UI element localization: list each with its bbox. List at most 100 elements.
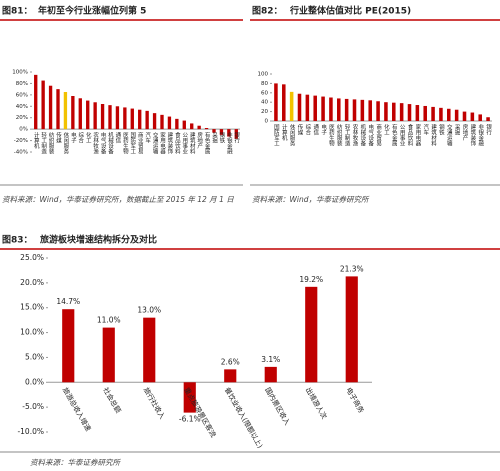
x-tick-label: 农林牧渔	[352, 123, 359, 148]
source-note: 资料来源：华泰证券研究所	[30, 458, 121, 467]
y-tick-label: -10.0%	[17, 427, 44, 436]
x-tick-label: 国防军工	[273, 124, 280, 147]
x-tick-label: 商业贸易	[375, 123, 382, 148]
bar	[224, 369, 237, 383]
x-tick-label: 轻工制造	[344, 123, 351, 148]
y-tick-label: -5.0%	[22, 402, 44, 411]
bar	[360, 99, 365, 121]
bar	[143, 317, 156, 383]
bar	[462, 111, 467, 121]
x-tick-label: 纺织服装	[336, 123, 343, 148]
x-tick-label: 通信	[312, 123, 319, 137]
x-tick-label: 食品饮料	[174, 131, 181, 156]
bar	[399, 103, 404, 121]
bar	[41, 80, 45, 130]
x-tick-label: 国内景区收入	[263, 386, 292, 427]
bar	[108, 105, 112, 130]
y-tick-label: 60	[261, 90, 268, 96]
y-tick-label: 0%	[19, 127, 28, 133]
bar	[115, 106, 120, 130]
bar	[384, 102, 388, 121]
x-tick-label: 计算机	[281, 123, 288, 142]
x-tick-label: 电气设备	[100, 131, 107, 156]
y-tick-label: 15.0%	[20, 303, 44, 312]
x-tick-label: 综合	[304, 123, 311, 137]
bar	[352, 99, 357, 121]
y-tick-label: 80%	[16, 81, 28, 87]
value-label: 2.6%	[221, 357, 240, 366]
bar	[102, 327, 115, 383]
bar	[78, 98, 82, 130]
x-tick-label: 商业贸易	[137, 131, 144, 156]
bar	[183, 382, 196, 413]
y-tick-label: 20	[261, 109, 268, 115]
x-tick-label: 有色金属	[204, 131, 211, 156]
x-tick-label: 轻工制造	[40, 131, 47, 156]
y-tick-label: -20%	[14, 138, 28, 144]
bar	[305, 286, 318, 383]
bar	[62, 309, 75, 383]
bar	[197, 125, 201, 130]
x-tick-label: 计算机	[33, 131, 40, 150]
x-tick-label: 公用事业	[399, 124, 406, 146]
bar	[289, 91, 294, 121]
bar	[282, 84, 286, 121]
x-tick-label: 传媒	[55, 131, 62, 145]
bar	[167, 116, 172, 130]
x-tick-label: 通信	[114, 131, 121, 145]
bar	[344, 98, 349, 121]
bar	[337, 98, 341, 121]
x-tick-label: 出境游人次	[304, 386, 329, 421]
bar	[264, 366, 277, 383]
x-tick-label: 建筑装饰	[166, 131, 173, 156]
x-tick-label: 房地产	[196, 131, 203, 150]
x-tick-label: 钢铁	[438, 123, 445, 137]
y-tick-label: 40	[261, 100, 268, 106]
x-tick-label: 银行	[233, 131, 240, 145]
y-tick-label: 40%	[16, 104, 28, 110]
value-label: 21.3%	[340, 264, 364, 273]
bar	[227, 129, 231, 137]
bar	[145, 110, 149, 130]
x-tick-label: 家用电器	[414, 123, 421, 148]
x-tick-label: 电子	[320, 123, 327, 136]
y-tick-label: 60%	[16, 92, 28, 98]
x-tick-label: 电子	[70, 131, 77, 144]
bar	[376, 101, 380, 121]
x-tick-label: 医药生物	[328, 124, 335, 148]
figure-number: 图83：	[2, 235, 33, 246]
figure-number: 图82：	[252, 6, 283, 17]
bar	[130, 108, 134, 130]
bar	[100, 104, 105, 130]
x-tick-label: 机械设备	[107, 131, 114, 156]
y-tick-label: 20%	[16, 115, 28, 121]
bar	[234, 129, 238, 139]
y-tick-label: 20.0%	[20, 278, 44, 287]
bar	[63, 92, 68, 130]
bar	[297, 93, 302, 121]
bar	[160, 114, 164, 130]
x-tick-label: 交通运输	[446, 123, 453, 148]
bar	[439, 107, 443, 121]
bar	[486, 117, 490, 121]
y-tick-label: 0.0%	[25, 377, 44, 386]
bar	[305, 94, 310, 121]
x-tick-label: 非银金融	[477, 123, 484, 148]
x-tick-label: 休闲服务	[62, 131, 69, 156]
bar	[423, 105, 427, 121]
x-tick-label: 钢铁	[218, 131, 225, 145]
x-tick-label: 有色金属	[391, 123, 398, 148]
x-tick-label: 银行	[485, 123, 492, 137]
x-tick-label: 医药生物	[122, 132, 129, 156]
bar	[431, 106, 435, 121]
x-tick-label: 采掘	[454, 123, 461, 137]
value-label: -6.1%	[179, 415, 201, 424]
x-tick-label: 旅行社收入	[142, 386, 167, 421]
y-tick-label: 25.0%	[20, 253, 44, 262]
y-tick-label: 80	[261, 81, 268, 87]
x-tick-label: 农林牧渔	[92, 131, 99, 156]
bar	[478, 114, 482, 121]
bar	[56, 89, 60, 130]
x-tick-label: 传媒	[297, 123, 304, 137]
x-tick-label: 电子商务	[344, 386, 366, 415]
